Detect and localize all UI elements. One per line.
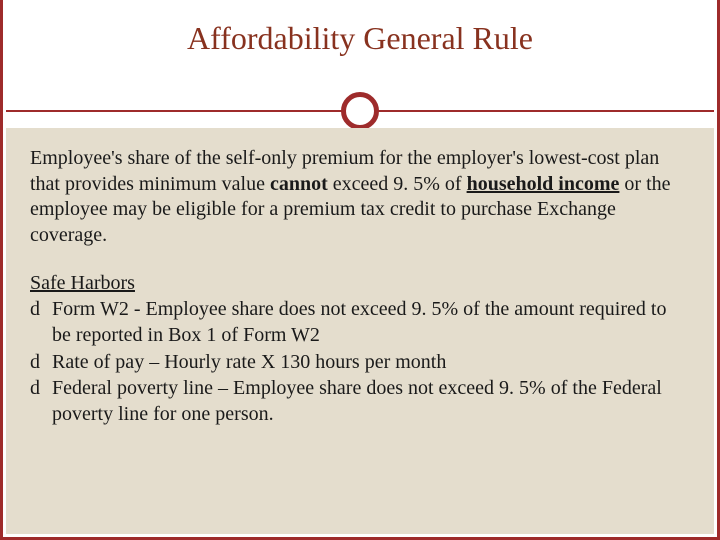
bullet-icon: d xyxy=(30,297,52,323)
bullet-text: Rate of pay – Hourly rate X 130 hours pe… xyxy=(52,350,690,376)
para-bold-cannot: cannot xyxy=(270,173,328,195)
list-item: d Form W2 - Employee share does not exce… xyxy=(30,297,690,348)
bullet-text: Form W2 - Employee share does not exceed… xyxy=(52,297,690,348)
main-paragraph: Employee's share of the self-only premiu… xyxy=(30,146,690,248)
para-household-income: household income xyxy=(467,173,620,195)
title-area: Affordability General Rule xyxy=(3,0,717,107)
bullet-icon: d xyxy=(30,376,52,402)
bullet-list: d Form W2 - Employee share does not exce… xyxy=(30,297,690,427)
slide: Affordability General Rule Employee's sh… xyxy=(0,0,720,540)
para-seg2: exceed 9. 5% of xyxy=(328,173,467,195)
bullet-icon: d xyxy=(30,350,52,376)
safe-harbors-subheading: Safe Harbors xyxy=(30,272,690,295)
title-divider xyxy=(3,92,717,132)
list-item: d Rate of pay – Hourly rate X 130 hours … xyxy=(30,350,690,376)
slide-title: Affordability General Rule xyxy=(3,20,717,57)
list-item: d Federal poverty line – Employee share … xyxy=(30,376,690,427)
divider-circle-icon xyxy=(341,92,379,130)
bullet-text: Federal poverty line – Employee share do… xyxy=(52,376,690,427)
content-area: Employee's share of the self-only premiu… xyxy=(6,128,714,534)
